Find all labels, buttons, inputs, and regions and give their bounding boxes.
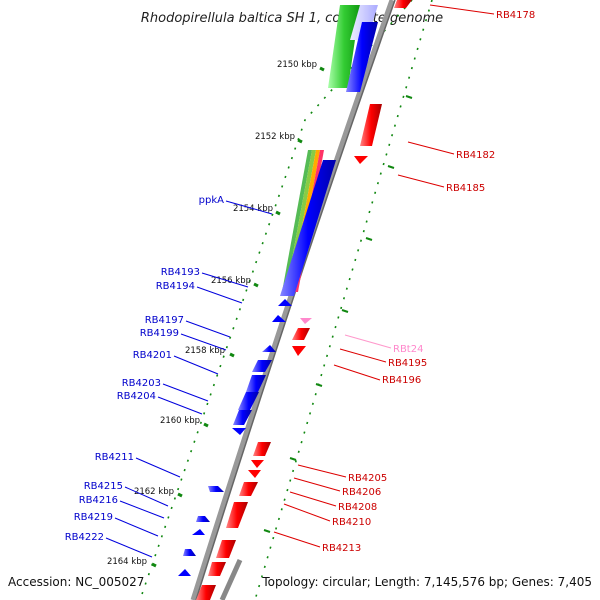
gene-label-left: RB4222 bbox=[65, 532, 104, 543]
tick-label: 2164 kbp bbox=[107, 557, 147, 567]
tick-label: 2152 kbp bbox=[255, 132, 295, 142]
gene-label-left: RB4203 bbox=[122, 378, 161, 389]
gene-red-arrow bbox=[196, 585, 216, 600]
gene-label-left: RB4193 bbox=[161, 267, 200, 278]
gene-label-right: RB4213 bbox=[322, 543, 361, 554]
gene-rna-arrow bbox=[300, 318, 312, 324]
gene-label-right: RB4208 bbox=[338, 502, 377, 513]
tick-label: 2158 kbp bbox=[185, 346, 225, 356]
gene-red-arrow bbox=[248, 470, 261, 478]
track-tick bbox=[387, 165, 395, 169]
gene-red-arrow bbox=[208, 562, 226, 576]
tick-label: 2156 kbp bbox=[211, 276, 251, 286]
track-tick bbox=[289, 457, 297, 461]
gene-red-arrow bbox=[292, 328, 310, 340]
gene-blue-arrow bbox=[252, 360, 272, 372]
tick-mark bbox=[297, 138, 303, 144]
gene-red-arrow bbox=[239, 482, 258, 496]
ppkA-blue-gene bbox=[280, 160, 336, 296]
gene-label-right: RB4205 bbox=[348, 473, 387, 484]
gene-label-left: RB4215 bbox=[84, 481, 123, 492]
tick-label: 2150 kbp bbox=[277, 60, 317, 70]
gene-red-arrow bbox=[292, 346, 306, 356]
gene-label-right: RB4210 bbox=[332, 517, 371, 528]
gene-red-arrow bbox=[360, 104, 382, 146]
track-tick bbox=[405, 95, 413, 99]
ppkA-stripe-1 bbox=[282, 150, 312, 292]
gene-label-right: RB4195 bbox=[388, 358, 427, 369]
tick-mark bbox=[253, 282, 259, 288]
topology-text: Topology: circular; Length: 7,145,576 bp… bbox=[261, 575, 592, 589]
gene-label-left: RB4199 bbox=[140, 328, 179, 339]
gene-label-left: RB4211 bbox=[95, 452, 134, 463]
gene-label-left: RB4216 bbox=[79, 495, 118, 506]
outer-dotted-track-left bbox=[139, 0, 413, 600]
gene-blue-arrow bbox=[232, 428, 246, 435]
track-tick bbox=[341, 309, 349, 313]
gene-green-block bbox=[328, 5, 360, 88]
gene-red-top bbox=[394, 0, 412, 8]
gene-blue-arrow bbox=[246, 375, 266, 392]
gene-label-left: RB4201 bbox=[133, 350, 172, 361]
tick-mark bbox=[275, 210, 281, 216]
tick-label: 2160 kbp bbox=[160, 416, 200, 426]
gene-label-right: RBt24 bbox=[393, 344, 423, 355]
gene-blue-arrow bbox=[262, 345, 276, 352]
gene-red-arrow bbox=[216, 540, 236, 558]
tick-mark bbox=[151, 562, 157, 568]
gene-red-arrow bbox=[226, 502, 248, 528]
gene-label-right: RB4182 bbox=[456, 150, 495, 161]
gene-red-arrow bbox=[251, 460, 264, 468]
gene-label-right: RB4185 bbox=[446, 183, 485, 194]
gene-label-right: RB4178 bbox=[496, 10, 535, 21]
gene-red-arrow bbox=[253, 442, 271, 456]
track-tick bbox=[263, 529, 271, 533]
gene-label-left: ppkA bbox=[199, 195, 224, 206]
right-leader-lines bbox=[273, 4, 495, 548]
gene-blue-block-top bbox=[346, 22, 378, 92]
genome-backbone-lower bbox=[219, 558, 243, 600]
gene-label-left: RB4219 bbox=[74, 512, 113, 523]
gene-blue-arrow bbox=[278, 299, 292, 306]
gene-blue-arrow bbox=[238, 392, 259, 410]
accession-text: Accession: NC_005027 bbox=[8, 575, 144, 589]
gene-label-left: RB4204 bbox=[117, 391, 156, 402]
gene-red-arrow bbox=[354, 156, 368, 164]
gene-blue-arrow bbox=[178, 569, 191, 576]
gene-label-right: RB4196 bbox=[382, 375, 421, 386]
gene-blue-arrow bbox=[192, 529, 205, 535]
gene-blue-arrow bbox=[196, 516, 210, 522]
gene-blue-arrow bbox=[208, 486, 224, 492]
track-tick bbox=[315, 383, 323, 387]
inner-dotted-track-right bbox=[254, 0, 433, 600]
tick-label: 2162 kbp bbox=[134, 487, 174, 497]
tick-mark bbox=[177, 492, 183, 498]
gene-blue-arrow bbox=[183, 549, 196, 556]
tick-mark bbox=[319, 66, 325, 72]
tick-mark bbox=[203, 422, 209, 428]
gene-blue-arrow bbox=[233, 410, 252, 425]
gene-label-left: RB4194 bbox=[156, 281, 195, 292]
left-leader-lines bbox=[105, 200, 273, 558]
gene-label-right: RB4206 bbox=[342, 487, 381, 498]
gene-blue-arrow bbox=[272, 315, 286, 322]
map-title: Rhodopirellula baltica SH 1, complete ge… bbox=[141, 11, 443, 26]
tick-mark bbox=[229, 352, 235, 358]
gene-label-left: RB4197 bbox=[145, 315, 184, 326]
track-tick bbox=[365, 237, 373, 241]
